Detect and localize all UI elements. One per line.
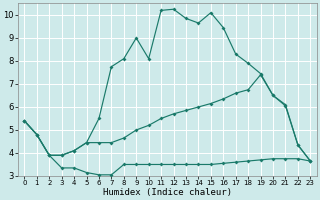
X-axis label: Humidex (Indice chaleur): Humidex (Indice chaleur) [103, 188, 232, 197]
